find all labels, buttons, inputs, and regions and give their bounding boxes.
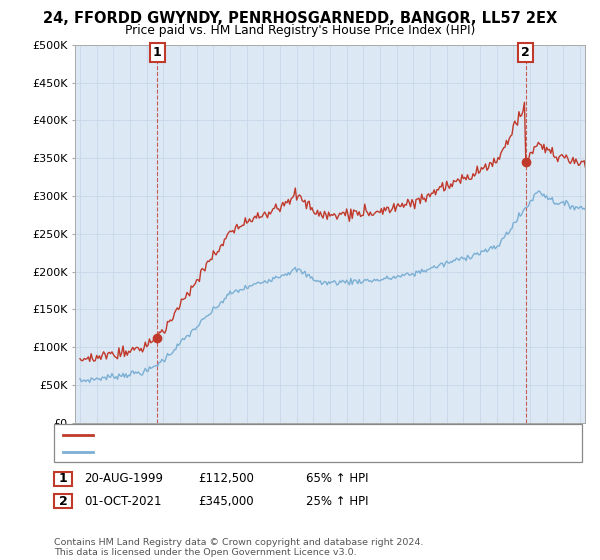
Text: Contains HM Land Registry data © Crown copyright and database right 2024.
This d: Contains HM Land Registry data © Crown c… bbox=[54, 538, 424, 557]
Text: 65% ↑ HPI: 65% ↑ HPI bbox=[306, 472, 368, 486]
Text: HPI: Average price, detached house, Gwynedd: HPI: Average price, detached house, Gwyn… bbox=[99, 447, 338, 458]
Text: 01-OCT-2021: 01-OCT-2021 bbox=[84, 494, 161, 508]
Text: 24, FFORDD GWYNDY, PENRHOSGARNEDD, BANGOR, LL57 2EX: 24, FFORDD GWYNDY, PENRHOSGARNEDD, BANGO… bbox=[43, 11, 557, 26]
Text: 2: 2 bbox=[59, 494, 67, 508]
Text: 1: 1 bbox=[59, 472, 67, 486]
Text: 2: 2 bbox=[521, 46, 530, 59]
Text: £112,500: £112,500 bbox=[198, 472, 254, 486]
Text: 24, FFORDD GWYNDY, PENRHOSGARNEDD, BANGOR, LL57 2EX (detached house): 24, FFORDD GWYNDY, PENRHOSGARNEDD, BANGO… bbox=[99, 430, 518, 440]
Text: 1: 1 bbox=[153, 46, 162, 59]
Text: 25% ↑ HPI: 25% ↑ HPI bbox=[306, 494, 368, 508]
Text: £345,000: £345,000 bbox=[198, 494, 254, 508]
Text: 20-AUG-1999: 20-AUG-1999 bbox=[84, 472, 163, 486]
Text: Price paid vs. HM Land Registry's House Price Index (HPI): Price paid vs. HM Land Registry's House … bbox=[125, 24, 475, 36]
